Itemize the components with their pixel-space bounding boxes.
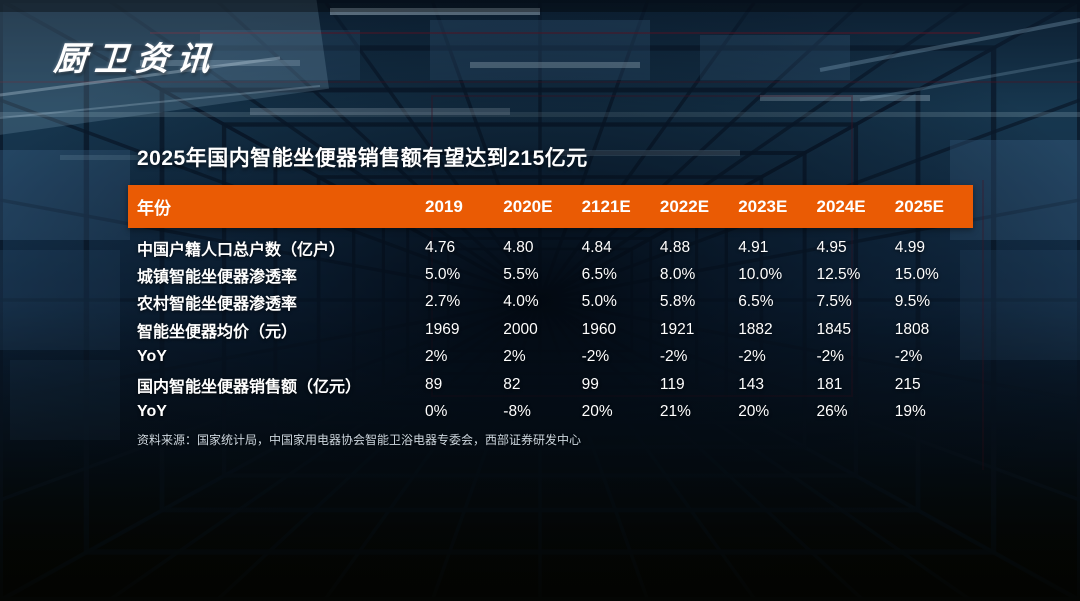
header-cell: 2025E <box>894 196 944 216</box>
row-label: YoY <box>137 348 167 366</box>
header-cell: 2022E <box>659 196 710 216</box>
row-label: 智能坐便器均价（元） <box>137 323 298 341</box>
table-panel: 2025年国内智能坐便器销售额有望达到215亿元 年份 2019 2020E 2… <box>128 146 973 448</box>
table-cell: 20% <box>581 403 613 421</box>
table-cell: -2% <box>659 348 688 366</box>
table-cell: 21% <box>659 403 691 421</box>
table-cell: 1921 <box>659 320 695 338</box>
table-cell: 2.7% <box>425 293 461 311</box>
table-cell: 26% <box>816 403 848 421</box>
table-cell: 215 <box>894 375 921 393</box>
header-cell: 2023E <box>738 196 788 216</box>
table-cell: 82 <box>503 375 521 393</box>
table-row: 中国户籍人口总户数（亿户） 4.76 4.80 4.84 4.88 4.91 4… <box>128 234 973 261</box>
table-cell: 181 <box>816 375 843 393</box>
row-label: 国内智能坐便器销售额（亿元） <box>137 378 362 396</box>
table-cell: 9.5% <box>894 293 931 311</box>
table-cell: 20% <box>738 403 770 421</box>
table-body: 中国户籍人口总户数（亿户） 4.76 4.80 4.84 4.88 4.91 4… <box>128 234 973 426</box>
table-cell: 5.5% <box>503 266 539 284</box>
brand-logo: 厨卫资讯 <box>52 39 220 78</box>
table-cell: 2000 <box>503 320 538 338</box>
table-cell: 89 <box>425 375 443 393</box>
table-cell: -8% <box>503 403 531 421</box>
table-cell: 119 <box>659 375 685 393</box>
table-row: 智能坐便器均价（元） 1969 2000 1960 1921 1882 1845… <box>128 316 973 343</box>
row-label: 中国户籍人口总户数（亿户） <box>137 241 346 259</box>
table-row: 农村智能坐便器渗透率 2.7% 4.0% 5.0% 5.8% 6.5% 7.5%… <box>128 289 973 316</box>
table-cell: 15.0% <box>894 266 939 284</box>
table-cell: 12.5% <box>816 266 861 284</box>
table-cell: 1969 <box>425 320 460 338</box>
table-header-row: 年份 2019 2020E 2121E 2022E 2023E 2024E 20… <box>128 185 973 228</box>
header-cell: 年份 <box>137 199 171 218</box>
table-cell: 10.0% <box>738 266 783 284</box>
row-label: YoY <box>137 403 167 421</box>
table-row: YoY 0% -8% 20% 21% 20% 26% 19% <box>128 398 973 425</box>
table-row: YoY 2% 2% -2% -2% -2% -2% -2% <box>128 344 973 371</box>
table-cell: -2% <box>894 348 923 366</box>
table-cell: 0% <box>425 403 448 421</box>
table-cell: 5.0% <box>425 266 461 284</box>
slide-title: 2025年国内智能坐便器销售额有望达到215亿元 <box>137 147 588 170</box>
table-cell: 4.95 <box>816 238 847 256</box>
table-cell: 6.5% <box>738 293 774 311</box>
table-cell: -2% <box>816 348 845 366</box>
table-cell: 4.80 <box>503 238 534 256</box>
source-note: 资料来源：国家统计局，中国家用电器协会智能卫浴电器专委会，西部证券研发中心 <box>137 432 582 447</box>
table-cell: 1882 <box>738 320 773 338</box>
row-label: 城镇智能坐便器渗透率 <box>137 269 298 287</box>
table-cell: 19% <box>894 403 926 421</box>
table-cell: 7.5% <box>816 293 852 311</box>
table-cell: 2% <box>425 348 448 366</box>
table-cell: 4.84 <box>581 238 612 256</box>
table-cell: 99 <box>581 375 599 393</box>
table-cell: 8.0% <box>659 266 696 284</box>
table-cell: 1960 <box>581 320 617 338</box>
header-cell: 2020E <box>503 196 553 216</box>
table-cell: 4.91 <box>738 238 769 256</box>
table-cell: -2% <box>738 348 766 366</box>
row-label: 农村智能坐便器渗透率 <box>137 296 298 314</box>
table-cell: 4.88 <box>659 238 691 256</box>
table-cell: 4.99 <box>894 238 925 256</box>
table-cell: -2% <box>581 348 610 366</box>
table-row: 城镇智能坐便器渗透率 5.0% 5.5% 6.5% 8.0% 10.0% 12.… <box>128 261 973 288</box>
table-cell: 6.5% <box>581 266 617 284</box>
header-cell: 2019 <box>425 196 463 216</box>
header-cell: 2121E <box>581 196 631 216</box>
table-cell: 4.0% <box>503 293 539 311</box>
table-cell: 5.8% <box>659 293 696 311</box>
table-cell: 1808 <box>894 320 930 338</box>
table-cell: 1845 <box>816 320 851 338</box>
table-cell: 2% <box>503 348 526 366</box>
table-cell: 4.76 <box>425 238 456 256</box>
header-cell: 2024E <box>816 196 866 216</box>
table-cell: 5.0% <box>581 293 617 311</box>
table-row: 国内智能坐便器销售额（亿元） 89 82 99 119 143 181 215 <box>128 371 973 398</box>
table-cell: 143 <box>738 375 765 393</box>
